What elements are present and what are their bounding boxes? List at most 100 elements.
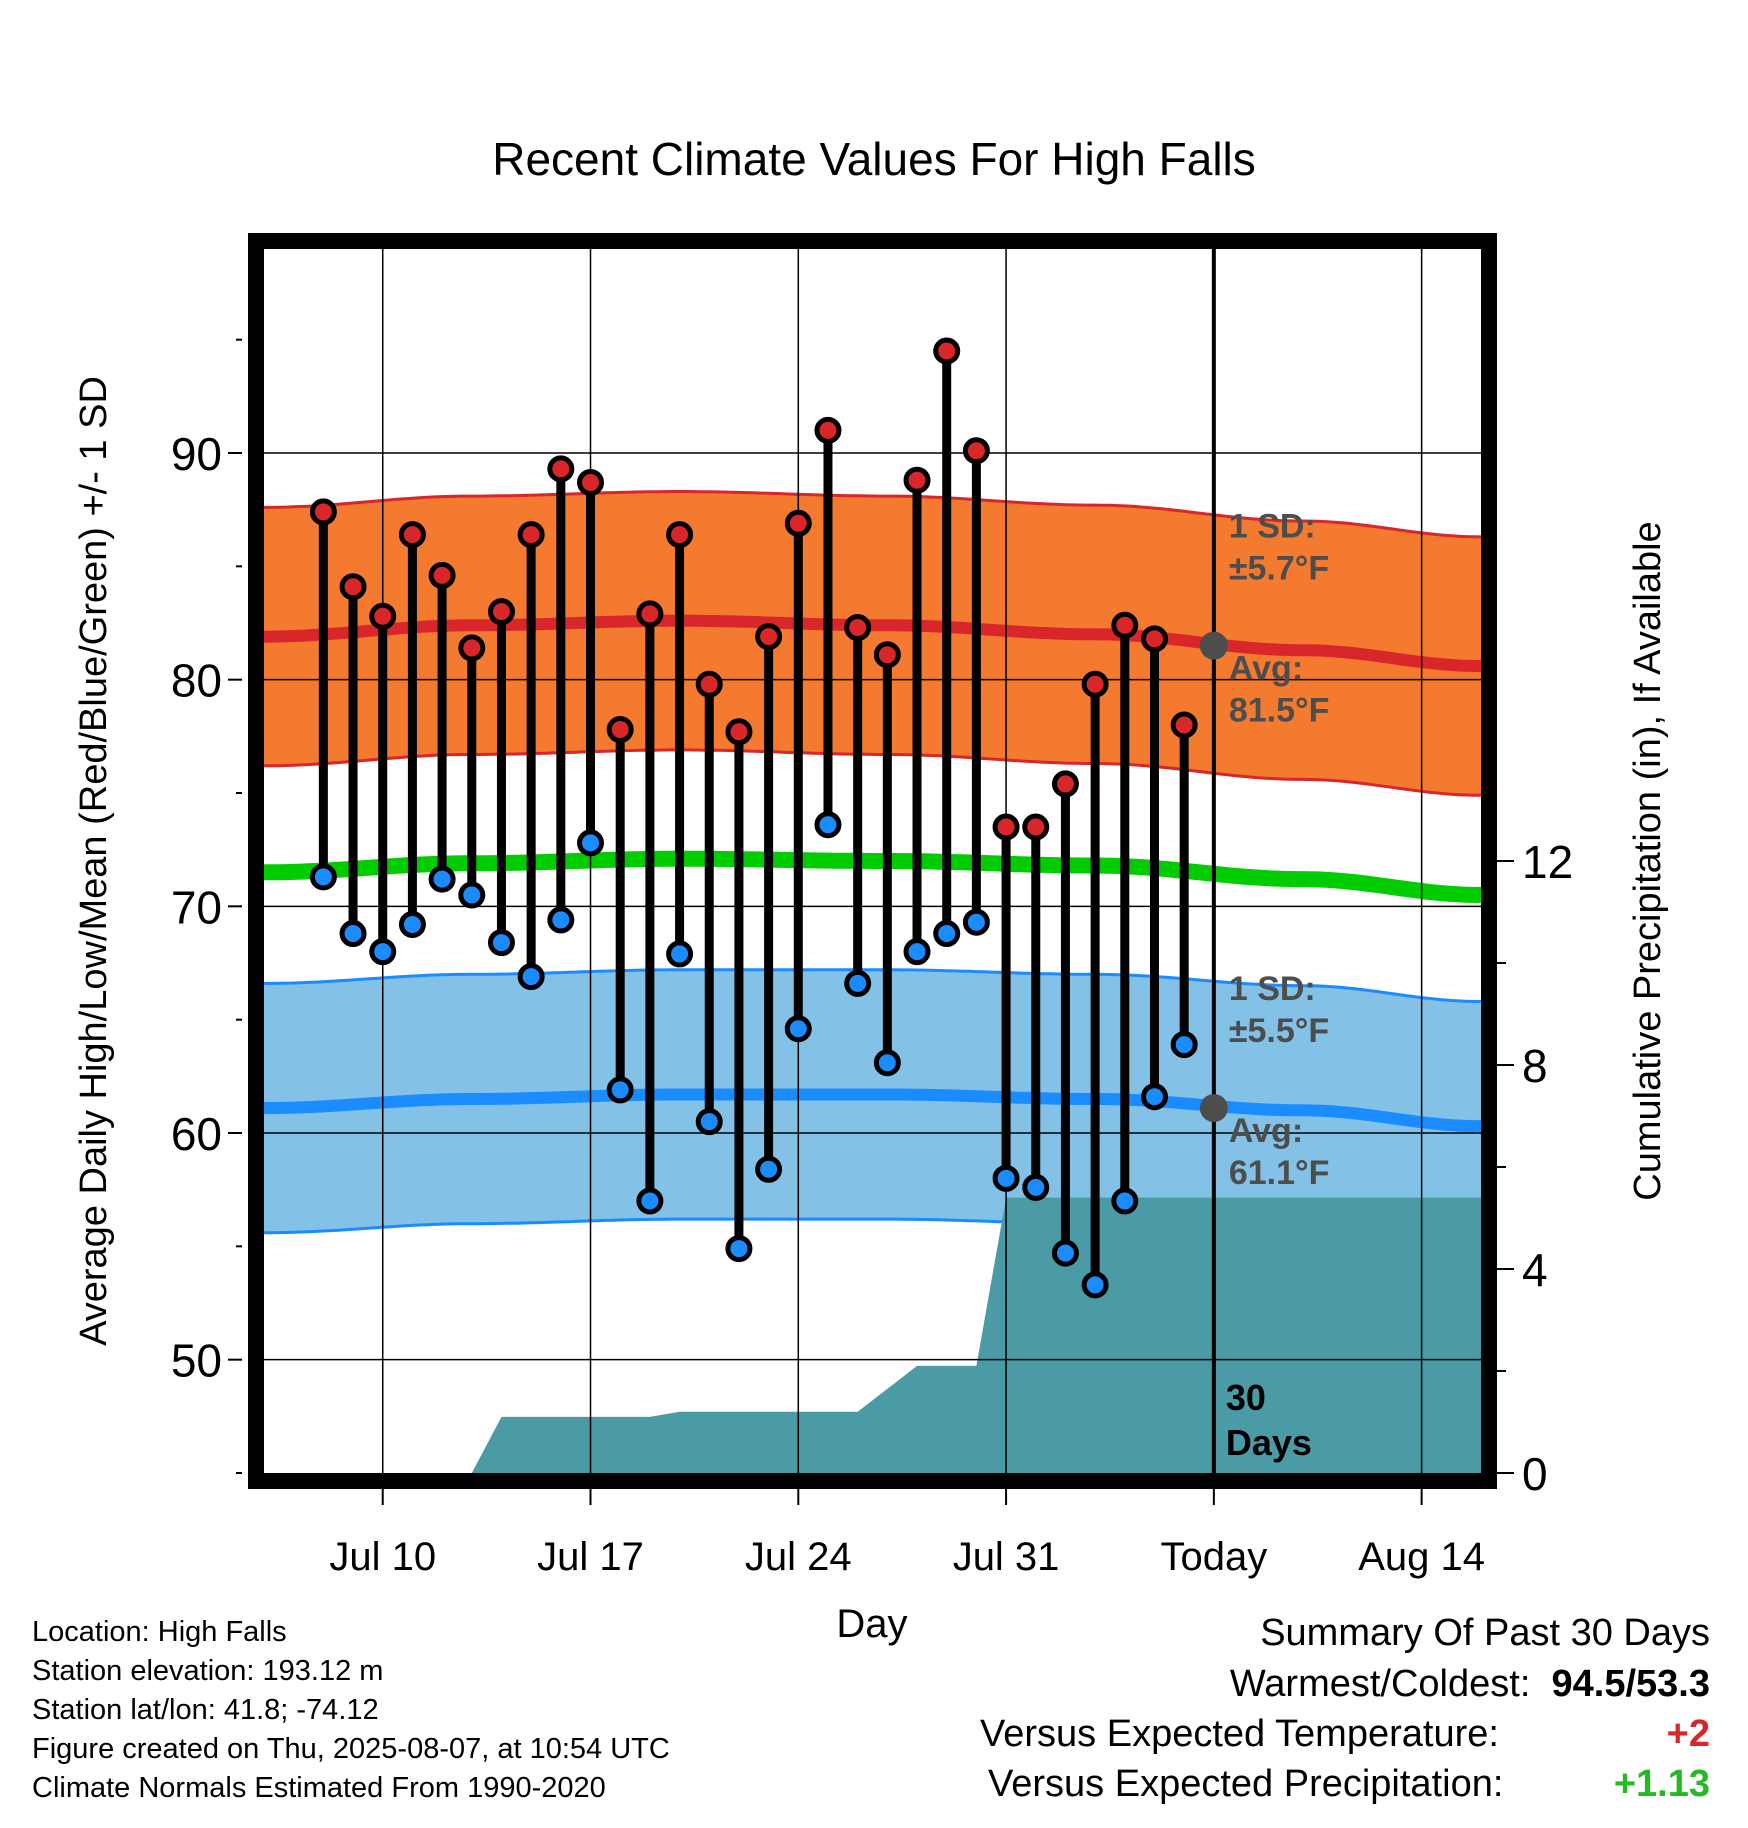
obs-high-point bbox=[547, 455, 575, 483]
obs-high-point bbox=[398, 521, 426, 549]
x-tick-label: Today bbox=[1160, 1535, 1267, 1579]
high-avg-marker bbox=[1199, 631, 1228, 660]
x-tick-label: Jul 17 bbox=[537, 1535, 644, 1579]
obs-high-point bbox=[636, 600, 664, 628]
y-tick-label: 60 bbox=[171, 1108, 222, 1160]
obs-low-point bbox=[369, 938, 397, 966]
high-sd-label: 1 SD: bbox=[1229, 508, 1316, 546]
obs-low-point bbox=[487, 929, 515, 957]
obs-low-point bbox=[873, 1049, 901, 1077]
obs-low-point bbox=[755, 1155, 783, 1183]
info-created: Figure created on Thu, 2025-08-07, at 10… bbox=[32, 1733, 670, 1765]
x-tick-label: Jul 24 bbox=[745, 1535, 852, 1579]
obs-high-point bbox=[1051, 770, 1079, 798]
low-sd-label: 1 SD: bbox=[1229, 970, 1316, 1008]
summary-precip-label: Versus Expected Precipitation: bbox=[988, 1763, 1504, 1805]
obs-high-point bbox=[814, 416, 842, 444]
obs-low-point bbox=[1140, 1083, 1168, 1111]
obs-low-point bbox=[1111, 1187, 1139, 1215]
summary-temp-value: +2 bbox=[1666, 1713, 1710, 1755]
y-axis-label: Average Daily High/Low/Mean (Red/Blue/Gr… bbox=[73, 376, 115, 1346]
obs-low-point bbox=[814, 811, 842, 839]
low-mean-line bbox=[263, 1088, 1482, 1133]
chart-title: Recent Climate Values For High Falls bbox=[492, 133, 1256, 185]
obs-low-point bbox=[962, 908, 990, 936]
obs-high-point bbox=[428, 561, 456, 589]
obs-high-point bbox=[1170, 711, 1198, 739]
x-axis-label: Day bbox=[836, 1602, 907, 1646]
obs-low-point bbox=[903, 938, 931, 966]
high-band-lower-edge bbox=[264, 748, 1482, 797]
low-avg-value: 61.1°F bbox=[1229, 1154, 1330, 1192]
obs-low-point bbox=[844, 969, 872, 997]
low-sd-value: ±5.5°F bbox=[1229, 1012, 1329, 1050]
obs-high-point bbox=[666, 521, 694, 549]
obs-high-point bbox=[487, 598, 515, 626]
y2-axis-label: Cumulative Precipitation (in), If Availa… bbox=[1627, 521, 1669, 1200]
y-tick-label: 70 bbox=[171, 881, 222, 933]
obs-low-point bbox=[577, 829, 605, 857]
low-band-upper-edge bbox=[264, 968, 1481, 1003]
y-tick-label: 90 bbox=[171, 428, 222, 480]
obs-high-point bbox=[517, 521, 545, 549]
obs-low-point bbox=[398, 910, 426, 938]
obs-high-point bbox=[309, 498, 337, 526]
high-avg-value: 81.5°F bbox=[1229, 692, 1330, 730]
x-tick-label: Aug 14 bbox=[1358, 1535, 1485, 1579]
obs-high-point bbox=[1111, 611, 1139, 639]
y-tick-label: 80 bbox=[171, 655, 222, 707]
obs-high-point bbox=[606, 716, 634, 744]
info-latlon: Station lat/lon: 41.8; -74.12 bbox=[32, 1694, 379, 1726]
high-mean-line bbox=[264, 614, 1482, 673]
summary-precip-value: +1.13 bbox=[1613, 1763, 1710, 1805]
y2-tick-label: 12 bbox=[1522, 836, 1573, 888]
plot-frame bbox=[248, 233, 1497, 1489]
info-location: Location: High Falls bbox=[32, 1616, 287, 1648]
low-avg-marker bbox=[1199, 1094, 1228, 1123]
obs-low-point bbox=[933, 920, 961, 948]
obs-low-point bbox=[309, 863, 337, 891]
high-avg-label: Avg: bbox=[1229, 650, 1303, 688]
y-tick-label: 50 bbox=[171, 1335, 222, 1387]
obs-high-point bbox=[873, 641, 901, 669]
obs-low-point bbox=[428, 865, 456, 893]
summary-warmest-coldest: Warmest/Coldest: 94.5/53.3 bbox=[1230, 1663, 1710, 1706]
mean-line bbox=[264, 850, 1482, 903]
obs-high-point bbox=[458, 634, 486, 662]
obs-low-point bbox=[992, 1164, 1020, 1192]
summary-temp-label: Versus Expected Temperature: bbox=[980, 1713, 1499, 1755]
obs-low-point bbox=[547, 906, 575, 934]
window-label: Days bbox=[1226, 1422, 1312, 1463]
obs-high-point bbox=[695, 670, 723, 698]
obs-high-point bbox=[992, 813, 1020, 841]
obs-high-point bbox=[903, 466, 931, 494]
y2-tick-label: 0 bbox=[1522, 1448, 1548, 1500]
obs-low-point bbox=[636, 1187, 664, 1215]
info-normals: Climate Normals Estimated From 1990-2020 bbox=[32, 1772, 606, 1804]
y2-tick-label: 4 bbox=[1522, 1244, 1548, 1296]
obs-high-point bbox=[1022, 813, 1050, 841]
info-elevation: Station elevation: 193.12 m bbox=[32, 1655, 384, 1687]
obs-low-point bbox=[1170, 1031, 1198, 1059]
obs-low-point bbox=[784, 1015, 812, 1043]
window-label: 30 bbox=[1226, 1377, 1266, 1418]
obs-low-point bbox=[1081, 1271, 1109, 1299]
obs-high-point bbox=[339, 573, 367, 601]
summary-warmest-coldest-value: 94.5/53.3 bbox=[1551, 1663, 1710, 1705]
summary-warmest-coldest-label: Warmest/Coldest: bbox=[1229, 1663, 1531, 1705]
axes: 50 60 70 80 90 0 4 8 12 Jul 10 Jul 17 Jul 24 Jul 31 T… bbox=[73, 338, 1669, 1646]
x-tick-label: Jul 31 bbox=[953, 1535, 1060, 1579]
low-avg-label: Avg: bbox=[1229, 1112, 1303, 1150]
obs-high-point bbox=[844, 614, 872, 642]
plot-border bbox=[248, 233, 1497, 1489]
obs-low-point bbox=[725, 1235, 753, 1263]
obs-high-point bbox=[369, 602, 397, 630]
summary-heading: Summary Of Past 30 Days bbox=[1260, 1612, 1710, 1654]
obs-low-point bbox=[1051, 1239, 1079, 1267]
obs-high-point bbox=[577, 468, 605, 496]
obs-low-point bbox=[339, 920, 367, 948]
precipitation-area bbox=[264, 1197, 1481, 1473]
normal-annotations: 1 SD: ±5.7°F Avg: 81.5°F 1 SD: ±5.5°F Avg: 61.1… bbox=[1199, 508, 1330, 1463]
obs-high-point bbox=[755, 623, 783, 651]
high-sd-value: ±5.7°F bbox=[1229, 550, 1329, 588]
